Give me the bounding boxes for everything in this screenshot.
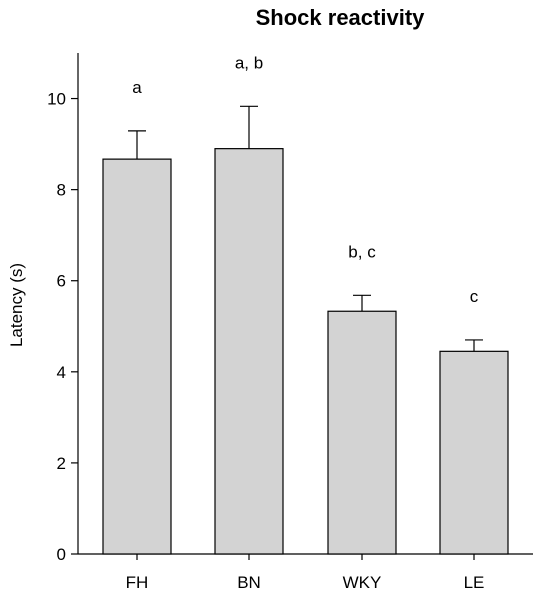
x-tick-label-FH: FH	[126, 573, 149, 592]
x-tick-label-BN: BN	[237, 573, 261, 592]
bar-LE	[439, 350, 509, 555]
y-tick-label-4: 4	[57, 363, 66, 382]
x-tick-label-WKY: WKY	[343, 573, 382, 592]
y-tick-label-8: 8	[57, 181, 66, 200]
plot-area: 0 2 4 6 8 10 FH a BN a, b WKY b, c LE c	[47, 53, 533, 592]
y-tick-label-2: 2	[57, 454, 66, 473]
y-axis-label: Latency (s)	[7, 263, 26, 347]
chart-title: Shock reactivity	[256, 5, 426, 30]
y-tick-label-0: 0	[57, 545, 66, 564]
bar-FH	[102, 158, 172, 555]
significance-label-BN: a, b	[235, 53, 263, 72]
y-tick-label-6: 6	[57, 272, 66, 291]
bar-WKY	[327, 310, 397, 555]
x-tick-label-LE: LE	[464, 573, 485, 592]
bar-BN	[214, 148, 284, 555]
significance-label-LE: c	[470, 287, 479, 306]
significance-label-WKY: b, c	[348, 242, 376, 261]
significance-label-FH: a	[132, 78, 142, 97]
y-tick-label-10: 10	[47, 90, 66, 109]
